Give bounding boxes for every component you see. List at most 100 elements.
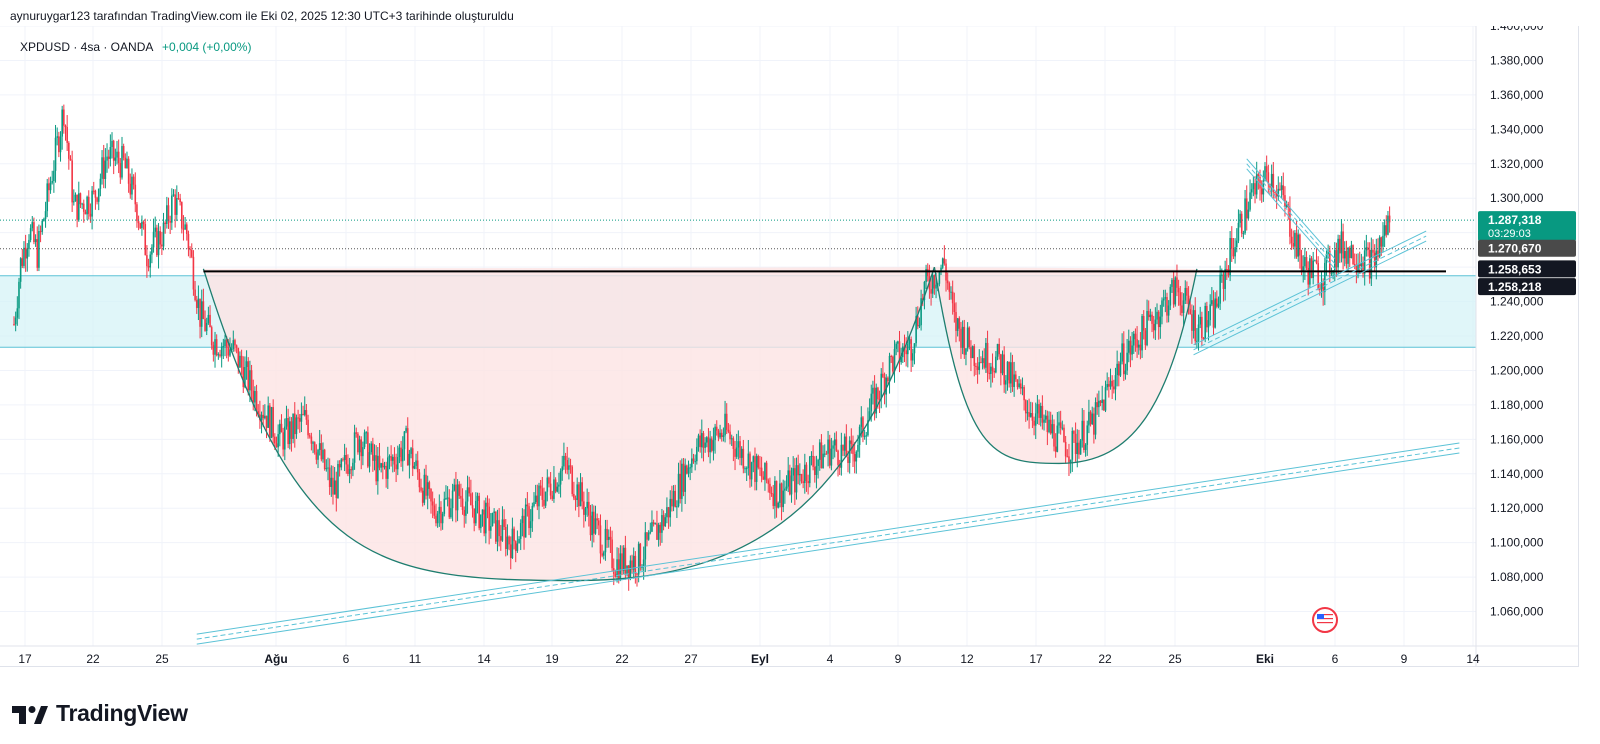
candle-up: [1071, 430, 1074, 460]
candle-down: [574, 498, 577, 500]
candle-down: [483, 509, 485, 534]
candle-down: [878, 399, 881, 401]
candle-up: [750, 462, 753, 480]
candle-down: [192, 256, 195, 290]
candle-up: [229, 349, 231, 356]
candle-up: [1235, 240, 1238, 248]
candle-down: [646, 532, 648, 540]
candle-up: [1312, 260, 1314, 279]
candle-up: [827, 439, 829, 454]
candle-up: [755, 456, 758, 482]
candle-down: [1038, 404, 1040, 418]
candle-up: [131, 176, 133, 195]
candle-up: [817, 459, 819, 466]
candle-up: [1363, 250, 1366, 274]
candle-down: [433, 505, 436, 516]
candle-up: [1277, 188, 1280, 197]
candle-up: [485, 502, 487, 534]
candle-up: [1161, 300, 1163, 317]
candle-down: [797, 465, 799, 476]
candle-up: [277, 434, 279, 448]
candle-down: [234, 340, 236, 346]
candle-down: [998, 343, 1000, 355]
price-tick-label: 1.200,000: [1490, 363, 1544, 377]
price-tag-text: 1.258,653: [1488, 262, 1542, 276]
tradingview-logo[interactable]: TradingView: [12, 700, 188, 727]
candle-up: [53, 170, 55, 182]
price-chart[interactable]: 1.400,000 1.380,000 1.360,000 1.340,000 1.32…: [0, 26, 1578, 666]
candle-down: [470, 493, 472, 506]
candle-down: [1338, 238, 1341, 254]
candle-down: [297, 417, 299, 419]
candle-up: [745, 468, 748, 470]
candle-down: [71, 160, 73, 203]
candle-down: [759, 467, 761, 469]
candle-down: [210, 327, 213, 346]
candle-down: [1245, 198, 1248, 219]
drawing-tools[interactable]: [0, 158, 1476, 645]
candle-down: [549, 483, 552, 496]
candle-down: [1118, 363, 1120, 376]
candle-up: [1149, 314, 1152, 318]
candle-up: [1280, 185, 1283, 190]
candle-up: [591, 511, 593, 536]
candle-up: [1048, 419, 1050, 433]
candle-down: [825, 453, 828, 455]
candle-up: [496, 520, 499, 542]
candle-up: [1167, 305, 1170, 316]
candle-down: [757, 456, 760, 468]
candle-up: [453, 484, 456, 491]
candle-down: [1310, 258, 1313, 279]
candle-down: [1136, 339, 1138, 348]
time-tick-label: Ağu: [264, 652, 287, 666]
candle-down: [837, 450, 839, 465]
candle-down: [478, 495, 480, 529]
candle-down: [494, 511, 497, 542]
candle-up: [1044, 415, 1047, 420]
candle-down: [508, 536, 510, 545]
candle-down: [400, 447, 402, 462]
candle-down: [729, 431, 731, 440]
candle-down: [754, 456, 756, 482]
candle-up: [114, 157, 117, 161]
candle-down: [963, 326, 966, 355]
candle-up: [1383, 225, 1386, 236]
candle-up: [205, 322, 208, 331]
candle-up: [176, 198, 178, 215]
candle-down: [720, 432, 723, 437]
chart-area[interactable]: 1.400,000 1.380,000 1.360,000 1.340,000 1.32…: [0, 26, 1579, 667]
candle-up: [249, 370, 251, 391]
candle-up: [687, 467, 690, 474]
price-axis[interactable]: 1.400,000 1.380,000 1.360,000 1.340,000 1.32…: [1475, 26, 1544, 666]
flag-stripe: [1317, 614, 1333, 616]
candle-up: [172, 194, 175, 196]
candle-up: [978, 362, 981, 371]
candle-down: [1111, 380, 1113, 387]
candle-up: [694, 461, 696, 463]
candle-down: [1144, 330, 1147, 346]
candle-up: [1304, 257, 1306, 267]
candle-up: [888, 355, 891, 382]
candle-down: [189, 249, 191, 251]
candle-down: [1046, 415, 1049, 433]
candle-up: [295, 417, 298, 435]
candle-up: [676, 506, 678, 508]
candle-down: [873, 387, 876, 414]
candle-down: [471, 505, 474, 509]
candle-up: [965, 348, 967, 355]
time-axis[interactable]: 17 22 25 Ağu 6 11 14 19 22 27 Eyl 4 9 12 17 22 25 Eki 6 9 14: [0, 645, 1578, 666]
candle-down: [617, 559, 620, 580]
candle-down: [411, 448, 414, 469]
candle-up: [1126, 352, 1128, 371]
us-flag-event-icon[interactable]: [1312, 607, 1338, 633]
candle-down: [202, 301, 205, 319]
candle-down: [1134, 333, 1137, 340]
candle-up: [44, 211, 47, 219]
candle-up: [559, 471, 562, 485]
candle-down: [458, 484, 461, 496]
symbol-legend[interactable]: XPDUSD · 4sa · OANDA +0,004 (+0,00%): [20, 40, 251, 54]
upper-trend-channel: [1193, 240, 1427, 356]
candle-down: [883, 376, 886, 395]
candle-down: [892, 356, 894, 372]
candle-down: [1152, 323, 1155, 331]
